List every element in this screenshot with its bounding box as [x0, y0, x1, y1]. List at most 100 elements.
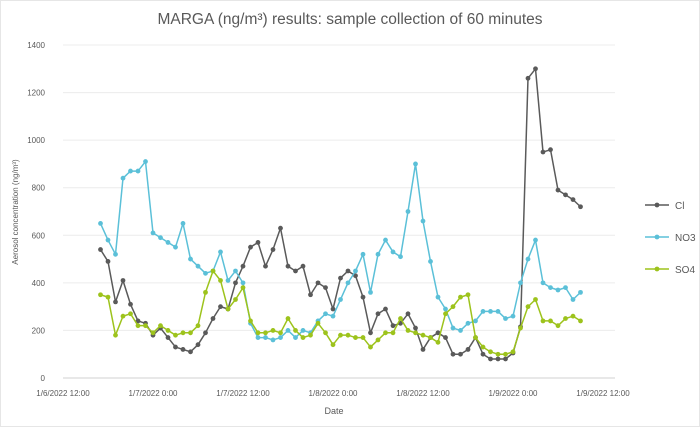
data-point: [473, 318, 478, 324]
data-point: [503, 351, 508, 357]
data-point: [465, 347, 471, 352]
data-point: [525, 256, 531, 262]
y-axis-label: Aerosol concentration (ng/m³): [11, 159, 20, 265]
data-point: [533, 66, 538, 72]
data-point: [278, 225, 283, 231]
data-point: [548, 318, 553, 324]
data-point: [173, 332, 178, 338]
data-point: [195, 323, 201, 329]
data-point: [270, 247, 276, 252]
data-point: [555, 323, 561, 329]
data-point: [173, 244, 178, 250]
data-point: [180, 347, 186, 352]
data-point: [240, 263, 246, 269]
data-point: [428, 259, 433, 264]
data-point: [233, 280, 238, 286]
data-point: [330, 306, 336, 312]
y-tick-label: 800: [32, 184, 46, 193]
data-point: [518, 325, 523, 331]
data-point: [128, 168, 133, 174]
data-point: [218, 278, 223, 283]
legend: Cl NO3 SO4: [645, 201, 696, 276]
data-point: [413, 330, 418, 336]
data-point: [225, 306, 231, 312]
data-point: [248, 318, 253, 324]
data-point: [300, 263, 306, 269]
data-point: [293, 328, 298, 333]
data-point: [458, 351, 463, 357]
data-point: [180, 330, 186, 336]
data-point: [150, 330, 156, 336]
y-tick-label: 400: [32, 279, 46, 288]
data-point: [165, 240, 171, 245]
data-point: [383, 237, 388, 243]
data-point: [510, 313, 516, 319]
data-point: [480, 344, 486, 350]
y-tick-label: 1400: [27, 41, 45, 50]
data-point: [525, 304, 531, 310]
y-axis-ticks: 0 200 400 600 800 1000 1200 1400: [27, 41, 45, 383]
data-point: [255, 240, 261, 245]
data-point: [180, 220, 186, 226]
data-point: [540, 318, 546, 324]
data-point: [555, 187, 561, 193]
data-point: [98, 292, 103, 298]
y-tick-label: 1000: [27, 136, 45, 145]
data-point: [210, 316, 216, 321]
data-point: [368, 344, 373, 350]
data-point: [135, 168, 141, 174]
data-point: [480, 309, 486, 314]
data-point: [398, 316, 403, 321]
data-point: [420, 218, 426, 224]
legend-item-cl: Cl: [645, 201, 684, 212]
series-cl: [98, 66, 583, 362]
data-point: [570, 297, 576, 302]
data-point: [323, 311, 328, 317]
data-point: [128, 311, 133, 317]
data-point: [450, 304, 456, 310]
data-point: [480, 351, 486, 357]
data-point: [135, 318, 141, 324]
data-point: [413, 161, 418, 167]
data-point: [375, 311, 381, 317]
data-point: [435, 339, 441, 345]
data-point: [315, 280, 321, 286]
data-point: [360, 251, 366, 257]
data-point: [503, 316, 508, 321]
data-point: [105, 294, 111, 300]
data-point: [390, 249, 396, 255]
data-point: [158, 323, 163, 329]
data-point: [323, 330, 328, 336]
data-point: [443, 335, 448, 340]
data-point: [300, 335, 306, 340]
data-point: [293, 335, 298, 340]
legend-marker: [654, 202, 660, 208]
data-point: [578, 204, 583, 210]
data-point: [563, 285, 568, 291]
data-point: [330, 313, 336, 319]
data-point: [285, 263, 291, 269]
x-tick-label: 1/8/2022 12:00: [396, 389, 450, 398]
data-point: [450, 325, 456, 331]
data-point: [323, 285, 328, 291]
data-point: [465, 292, 471, 298]
data-point: [113, 299, 118, 305]
data-point: [548, 285, 553, 291]
data-point: [458, 294, 463, 300]
data-point: [390, 330, 396, 336]
data-point: [263, 330, 268, 336]
data-point: [188, 256, 193, 262]
legend-label: SO4: [675, 265, 695, 276]
data-point: [113, 251, 118, 257]
legend-marker: [654, 234, 660, 240]
y-tick-label: 1200: [27, 89, 45, 98]
data-point: [548, 147, 553, 153]
x-tick-label: 1/9/2022 12:00: [576, 389, 630, 398]
legend-item-no3: NO3: [645, 233, 696, 244]
data-point: [120, 278, 126, 283]
data-point: [443, 311, 448, 317]
data-point: [308, 332, 313, 338]
data-point: [203, 289, 208, 295]
data-point: [308, 292, 313, 298]
